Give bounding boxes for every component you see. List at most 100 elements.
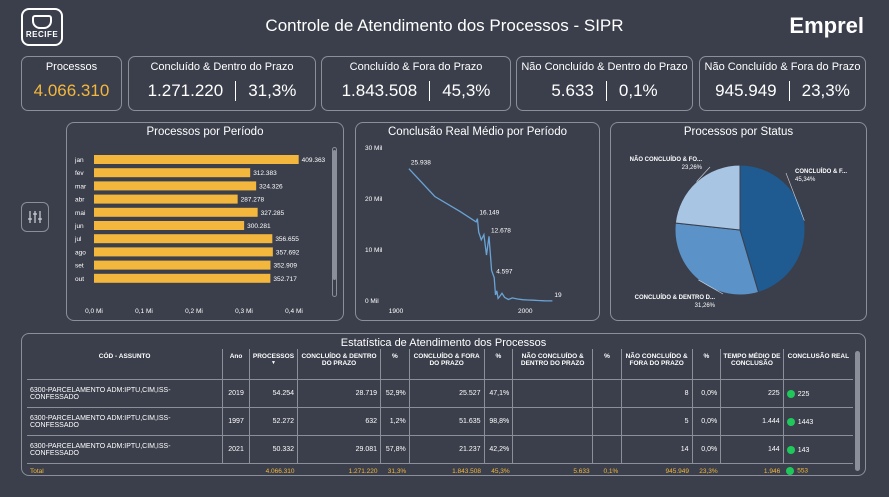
table-cell: 0,0% <box>692 407 722 436</box>
column-header[interactable]: NÃO CONCLUÍDO & FORA DO PRAZO <box>621 349 693 380</box>
bar-value-label: 409.363 <box>302 157 326 164</box>
kpi-value: 1.843.508 <box>341 81 418 100</box>
bar-value-label: 357.692 <box>276 249 300 256</box>
line-chart-title: Conclusão Real Médio por Período <box>388 126 567 138</box>
kpi-value: 4.066.310 <box>33 81 110 100</box>
total-cell: 5.633 <box>573 467 590 475</box>
column-header[interactable]: CONCLUÍDO & FORA DO PRAZO <box>409 349 485 380</box>
table-cell: 1.444 <box>720 407 784 436</box>
column-header[interactable]: NÃO CONCLUÍDO & DENTRO DO PRAZO <box>512 349 594 380</box>
logo-text: RECIFE <box>25 30 59 39</box>
bar[interactable] <box>94 273 271 283</box>
point-label: 25.938 <box>411 160 431 167</box>
bar-value-label: 356.655 <box>275 236 299 243</box>
series-line[interactable] <box>408 168 553 302</box>
bar-chart-panel: Processos por Período jan 409.363 fev 312.3… <box>66 122 344 321</box>
bar-category-label: set <box>75 263 84 270</box>
table-row[interactable]: 6300-PARCELAMENTO ADM:IPTU,CIM,ISS-CONFE… <box>27 407 853 436</box>
table-cell: 21.237 <box>409 435 485 464</box>
table-cell: 28.719 <box>297 379 382 408</box>
bar[interactable] <box>94 221 245 230</box>
scrollbar-thumb[interactable] <box>333 150 336 280</box>
bar[interactable] <box>94 207 258 217</box>
y-tick-label: 20 Mil <box>365 196 383 203</box>
status-dot-icon <box>786 417 795 426</box>
total-cell: 553 <box>783 464 853 477</box>
x-tick-label: 1900 <box>389 308 404 315</box>
point-label: 12.678 <box>491 227 511 234</box>
bar-category-label: jun <box>74 223 84 230</box>
table-cell <box>512 435 594 464</box>
table-row[interactable]: 6300-PARCELAMENTO ADM:IPTU,CIM,ISS-CONFE… <box>27 379 853 408</box>
column-header[interactable]: % <box>380 349 410 380</box>
crest-icon <box>32 15 52 29</box>
bar-value-label: 327.285 <box>261 210 285 217</box>
y-tick-label: 10 Mil <box>365 247 383 254</box>
bar-category-label: mai <box>75 210 85 217</box>
total-cell <box>223 464 250 477</box>
column-header[interactable]: PROCESSOS ▼ <box>249 349 299 380</box>
bar-category-label: abr <box>75 197 85 204</box>
table-cell: 14 <box>621 435 693 464</box>
bar-chart-title: Processos por Período <box>146 126 264 138</box>
y-tick-label: 30 Mil <box>365 145 383 152</box>
bar[interactable] <box>94 234 273 244</box>
total-cell: 23,3% <box>699 467 718 475</box>
total-cell: 45,3% <box>491 467 510 475</box>
table-cell: 143 <box>783 435 853 464</box>
line-chart-panel: Conclusão Real Médio por Período 0 Mil 10… <box>355 122 600 321</box>
kpi-divider <box>605 81 607 101</box>
pie-slice[interactable] <box>674 222 760 296</box>
column-header[interactable]: CONCLUÍDO & DENTRO DO PRAZO <box>297 349 382 380</box>
bar[interactable] <box>94 260 271 270</box>
column-header[interactable]: TEMPO MÉDIO DE CONCLUSÃO <box>720 349 784 380</box>
table-cell: 2019 <box>222 379 250 408</box>
table-total-row: Total 4.066.310 1.271.220 31,3% 1.843.508 45,… <box>27 464 853 477</box>
table-cell <box>592 379 622 408</box>
pie-leader-line <box>698 279 724 295</box>
pie-slice-pct: 31,26% <box>695 303 716 309</box>
bar[interactable] <box>94 181 257 191</box>
kpi-value: 5.633 <box>551 81 594 100</box>
table-cell: 8 <box>621 379 693 408</box>
table-cell: 0,0% <box>692 435 722 464</box>
filter-button[interactable] <box>21 202 49 232</box>
kpi-pct: 31,3% <box>248 81 297 100</box>
total-cell: 1.946 <box>763 467 781 475</box>
table-scrollbar[interactable] <box>855 351 860 471</box>
column-header[interactable]: % <box>484 349 514 380</box>
table-cell: 1997 <box>222 407 250 436</box>
column-header[interactable]: % <box>592 349 622 380</box>
bar-value-label: 352.909 <box>273 263 297 270</box>
table-cell <box>592 407 622 436</box>
pie-slice[interactable] <box>674 164 741 231</box>
table-row[interactable]: 6300-PARCELAMENTO ADM:IPTU,CIM,ISS-CONFE… <box>27 435 853 464</box>
column-header[interactable]: CÓD - ASSUNTO <box>27 349 224 380</box>
kpi-label: Concluído & Dentro do Prazo <box>150 61 294 73</box>
table-cell: 51.635 <box>409 407 485 436</box>
column-header[interactable]: Ano <box>222 349 250 380</box>
kpi-label: Processos <box>45 61 98 73</box>
bar-value-label: 312.383 <box>253 170 277 177</box>
table-cell: 0,0% <box>692 379 722 408</box>
bar[interactable] <box>94 168 251 178</box>
pie-slice-label: CONCLUÍDO & DENTRO D... <box>635 293 716 301</box>
bar[interactable] <box>94 155 299 164</box>
kpi-processos: Processos 4.066.310 <box>21 56 122 111</box>
table-cell: 57,8% <box>380 435 410 464</box>
total-cell: 945.949 <box>665 467 690 475</box>
x-tick-label: 0,4 Mi <box>285 308 303 315</box>
bar[interactable] <box>94 194 238 204</box>
bar-chart-scrollbar[interactable] <box>332 147 337 297</box>
column-header[interactable]: % <box>692 349 722 380</box>
table-cell: 1,2% <box>380 407 410 436</box>
table-cell: 25.527 <box>409 379 485 408</box>
bar-value-label: 300.281 <box>247 223 271 230</box>
total-cell: 4.066.310 <box>265 467 295 475</box>
column-header[interactable]: CONCLUSÃO REAL <box>783 349 853 380</box>
table-title: Estatística de Atendimento dos Processos <box>340 337 547 349</box>
bar[interactable] <box>94 247 273 257</box>
table-cell: 225 <box>720 379 784 408</box>
total-cell: 1.843.508 <box>452 467 482 475</box>
pie-leader-line <box>785 172 805 221</box>
